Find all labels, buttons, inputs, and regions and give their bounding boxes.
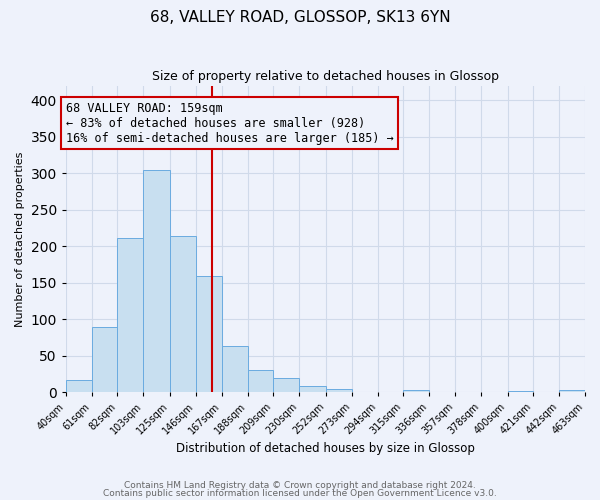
Bar <box>92 328 118 392</box>
Bar <box>326 390 352 392</box>
Bar <box>118 238 143 392</box>
Bar <box>170 236 196 392</box>
Bar <box>508 391 533 392</box>
Text: 68 VALLEY ROAD: 159sqm
← 83% of detached houses are smaller (928)
16% of semi-de: 68 VALLEY ROAD: 159sqm ← 83% of detached… <box>66 102 394 144</box>
X-axis label: Distribution of detached houses by size in Glossop: Distribution of detached houses by size … <box>176 442 475 455</box>
Text: 68, VALLEY ROAD, GLOSSOP, SK13 6YN: 68, VALLEY ROAD, GLOSSOP, SK13 6YN <box>149 10 451 25</box>
Bar <box>143 170 170 392</box>
Bar <box>559 390 585 392</box>
Text: Contains HM Land Registry data © Crown copyright and database right 2024.: Contains HM Land Registry data © Crown c… <box>124 481 476 490</box>
Bar <box>66 380 92 392</box>
Y-axis label: Number of detached properties: Number of detached properties <box>15 152 25 326</box>
Bar <box>248 370 274 392</box>
Title: Size of property relative to detached houses in Glossop: Size of property relative to detached ho… <box>152 70 499 83</box>
Bar <box>299 386 326 392</box>
Bar <box>403 390 429 392</box>
Bar <box>274 378 299 392</box>
Bar <box>222 346 248 393</box>
Bar <box>196 276 222 392</box>
Text: Contains public sector information licensed under the Open Government Licence v3: Contains public sector information licen… <box>103 488 497 498</box>
